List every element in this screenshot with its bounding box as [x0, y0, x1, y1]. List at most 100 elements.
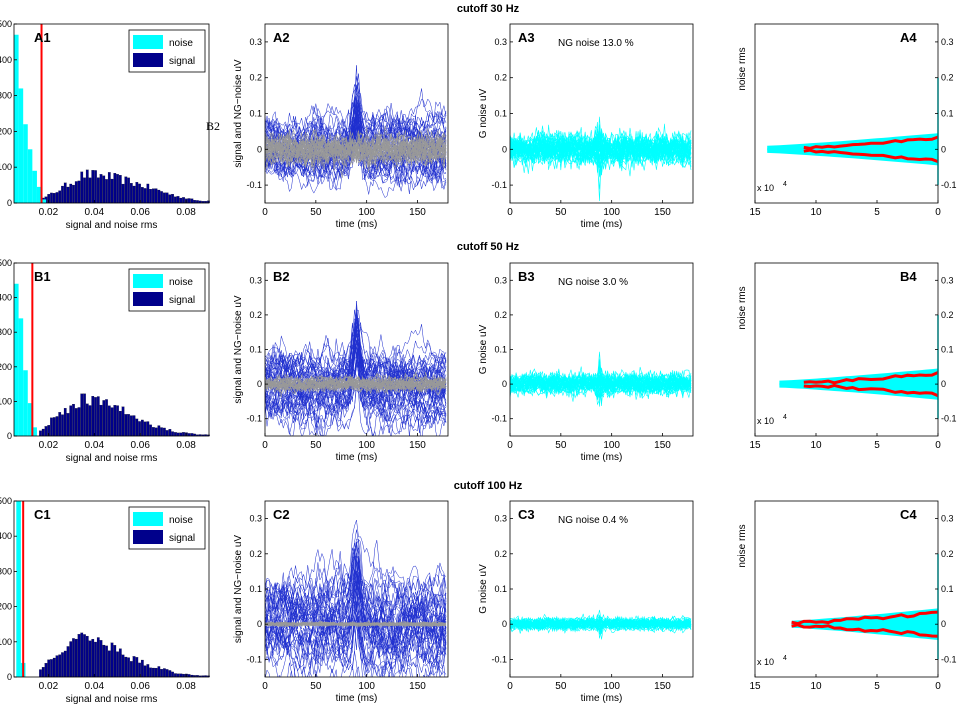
signal-bar: [127, 177, 130, 204]
signal-bar: [193, 200, 196, 204]
y-tick-label: 0.2: [941, 549, 954, 559]
trace-line: [265, 376, 447, 394]
signal-bar: [113, 405, 117, 437]
signal-bar: [152, 188, 155, 204]
signal-bar: [99, 174, 103, 204]
signal-bar: [132, 185, 136, 204]
y-tick-label: 0: [7, 431, 12, 441]
trace-line: [265, 129, 447, 164]
signal-bar: [50, 659, 53, 678]
x-tick-label: 15: [749, 440, 761, 451]
signal-bar: [157, 189, 161, 204]
panel-B3: -0.1 0 0.1 0.2 0.3 0 50 100 150 time (ms) G noise …: [478, 262, 694, 463]
signal-bar: [96, 177, 100, 204]
trace-line: [265, 128, 447, 168]
x-axis-label: signal and noise rms: [66, 453, 158, 464]
signal-bar: [154, 667, 158, 678]
A2-label: A2: [273, 30, 290, 45]
y-tick-label: -0.1: [491, 414, 507, 424]
signal-bar: [91, 170, 95, 204]
signal-bar: [129, 415, 133, 437]
traces-group: [510, 116, 692, 202]
y-axis-label: noise rms: [737, 286, 748, 329]
panel-A2: -0.1 0 0.1 0.2 0.3 0 50 100 150 time (ms) signal a…: [233, 23, 449, 230]
signal-bar: [110, 407, 114, 437]
fit-upper: [803, 371, 939, 385]
noise-bar: [36, 186, 42, 203]
x-tick-label: 150: [654, 681, 671, 692]
trace-line: [265, 349, 447, 436]
signal-bar: [80, 632, 84, 678]
signal-bar: [72, 403, 75, 437]
B4-axes-box: [754, 262, 939, 437]
y-tick-label: 300: [0, 566, 12, 576]
x-tick-label: 0.04: [85, 681, 105, 692]
signal-bar: [74, 408, 78, 437]
y-tick-label: 0.1: [249, 345, 262, 355]
signal-bar: [83, 177, 86, 204]
trace-line: [265, 118, 447, 185]
C3-label: C3: [518, 507, 535, 522]
x-tick-label: 100: [358, 681, 375, 692]
y-tick-label: 200: [0, 362, 12, 372]
noise-bar: [32, 427, 37, 436]
trace-line: [265, 575, 447, 635]
x-tick-label: 100: [358, 207, 375, 218]
signal-bar: [99, 404, 103, 437]
signal-bar: [88, 177, 92, 204]
signal-bar: [157, 666, 161, 678]
y-tick-label: 0: [502, 379, 507, 389]
y-tick-label: 100: [0, 396, 12, 406]
signal-bar: [135, 182, 139, 204]
x-tick-label: 150: [409, 207, 426, 218]
signal-bar: [66, 186, 70, 204]
x-tick-label: 0.08: [176, 440, 196, 451]
signal-bar: [129, 183, 133, 204]
legend-label-signal: signal: [169, 533, 195, 544]
y-tick-label: 0.2: [494, 310, 507, 320]
A3-label: A3: [518, 30, 535, 45]
y-tick-label: 0.1: [941, 109, 954, 119]
x-tick-label: 0.02: [39, 440, 59, 451]
y-axis-label: noise rms: [737, 524, 748, 567]
signal-bar: [135, 418, 139, 437]
signal-bar: [96, 637, 100, 678]
x-tick-label: 10: [810, 440, 822, 451]
fit-upper: [803, 135, 939, 150]
signal-bar: [171, 431, 174, 437]
signal-bar: [124, 656, 128, 678]
y-axis-label: noise rms: [737, 47, 748, 90]
trace-line: [265, 538, 447, 648]
x-axis-label: signal and noise rms: [66, 220, 158, 231]
trace-line: [265, 347, 447, 408]
x-tick-label: 150: [409, 681, 426, 692]
x-tick-label: 100: [603, 440, 620, 451]
row-title-b: cutoff 50 Hz: [457, 241, 520, 253]
signal-bar: [58, 412, 62, 437]
signal-bar: [94, 641, 97, 678]
signal-bar: [121, 654, 125, 678]
fit-lower: [791, 623, 939, 638]
trace-line: [265, 318, 447, 385]
exponent-power: 4: [783, 655, 787, 662]
trace-line: [265, 118, 447, 188]
signal-bar: [85, 635, 89, 678]
x-axis-label: time (ms): [581, 452, 623, 463]
signal-bar: [61, 414, 64, 437]
fit-upper: [791, 610, 939, 626]
signal-bar: [168, 670, 172, 678]
signal-bar: [63, 408, 67, 437]
y-tick-label: 0: [7, 672, 12, 682]
signal-bar: [163, 668, 166, 678]
y-axis-label: signal and NG−noise uV: [233, 295, 244, 403]
signal-bar: [118, 175, 122, 204]
signal-bar: [39, 430, 42, 437]
signal-bar: [154, 427, 158, 437]
x-tick-label: 50: [555, 440, 567, 451]
C1-axes-box: [13, 500, 210, 678]
exponent-label: x 10: [757, 183, 774, 193]
panel-C4: -0.1 0 0.1 0.2 0.3 15 10 5 0 x 10 4 noise rms C4: [737, 500, 957, 692]
y-tick-label: 200: [0, 126, 12, 136]
signal-bar: [174, 196, 177, 204]
